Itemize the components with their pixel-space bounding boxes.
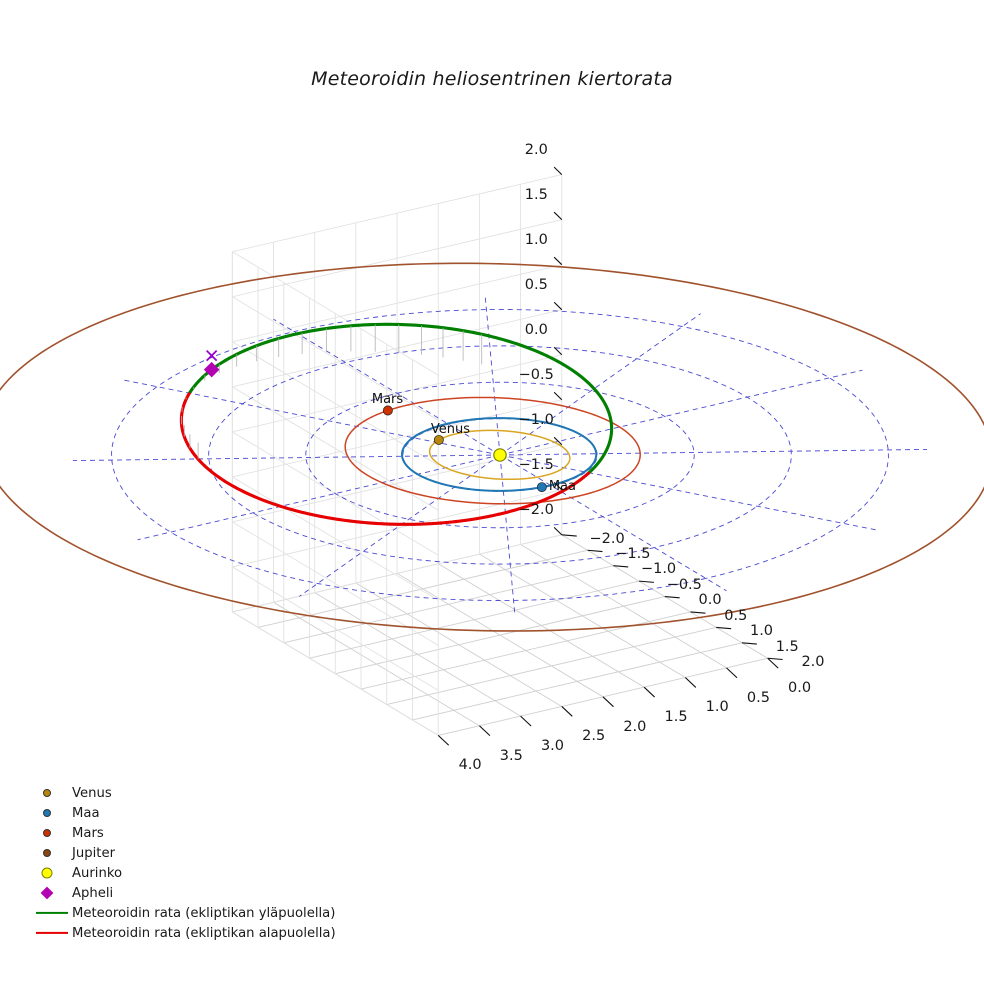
x-tick-6: 1.0 (749, 623, 774, 640)
aphelion-cross-marker (206, 349, 218, 362)
x-tick-2: −1.0 (640, 561, 677, 578)
legend-dot-swatch (43, 829, 51, 837)
x-tick-7: 1.5 (775, 638, 799, 655)
y-tick-3: 1.5 (664, 709, 688, 726)
circle-marker (34, 803, 72, 823)
z-tick-5: −0.5 (518, 366, 554, 383)
venus-annotation: Venus (430, 421, 470, 437)
legend-item-mars: Mars (34, 823, 364, 843)
z-tick-2: 1.0 (524, 231, 548, 248)
y-tick-6: 3.0 (540, 738, 564, 755)
meteoroid-below-ecliptic (579, 471, 591, 481)
legend-item-label: Meteoroidin rata (ekliptikan yläpuolella… (72, 905, 336, 921)
sun-marker (493, 448, 507, 462)
legend-item-apheli: Apheli (34, 883, 364, 903)
legend: Venus Maa Mars Jupiter Aurinko Apheli Meteoroi… (34, 783, 364, 943)
z-tick-8: −2.0 (518, 501, 554, 518)
line-marker (34, 923, 72, 943)
legend-dot-swatch (43, 809, 51, 817)
legend-item-meteoroidin: Meteoroidin rata (ekliptikan yläpuolella… (34, 903, 364, 923)
jupiter-orbit (0, 262, 984, 632)
meteoroid-above-ecliptic (188, 322, 614, 475)
legend-item-label: Maa (72, 805, 100, 821)
legend-dot-swatch (43, 849, 51, 857)
aphelion-marker (203, 361, 220, 378)
venus-marker (433, 434, 444, 445)
z-tick-0: 2.0 (524, 141, 548, 158)
legend-item-meteoroidin: Meteoroidin rata (ekliptikan alapuolella… (34, 923, 364, 943)
legend-item-label: Aurinko (72, 865, 123, 881)
x-tick-4: 0.0 (698, 592, 722, 609)
circle-marker (34, 823, 72, 843)
mars-annotation: Mars (371, 392, 404, 408)
planet-orbits (0, 262, 984, 632)
meteoroid-orbit (179, 322, 614, 526)
x-tick-3: −0.5 (666, 576, 702, 593)
z-tick-1: 1.5 (524, 186, 548, 203)
legend-item-label: Apheli (72, 885, 114, 901)
legend-line-swatch (36, 931, 68, 935)
page-title: Meteoroidin heliosentrinen kiertorata (311, 68, 673, 90)
legend-item-maa: Maa (34, 803, 364, 823)
circle-marker (34, 863, 72, 883)
legend-item-aurinko: Aurinko (34, 863, 364, 883)
earth-orbit (401, 417, 598, 492)
legend-diamond-swatch (40, 886, 54, 900)
x-tick-0: −2.0 (589, 530, 625, 547)
diamond-marker (34, 883, 72, 903)
y-tick-8: 4.0 (458, 757, 482, 774)
x-tick-5: 0.5 (724, 607, 748, 624)
circle-marker (34, 783, 72, 803)
legend-item-venus: Venus (34, 783, 364, 803)
meteoroid-below-ecliptic (179, 390, 583, 526)
mars-marker (382, 405, 393, 416)
legend-item-label: Venus (72, 785, 112, 801)
legend-item-label: Meteoroidin rata (ekliptikan alapuolella… (72, 925, 336, 941)
x-tick-8: 2.0 (801, 654, 825, 671)
legend-dot-swatch (41, 867, 53, 879)
legend-dot-swatch (43, 789, 51, 797)
x-tick-1: −1.5 (615, 546, 651, 563)
legend-item-label: Mars (72, 825, 104, 841)
y-tick-0: 0.0 (788, 680, 812, 697)
legend-line-swatch (36, 911, 68, 915)
z-tick-3: 0.5 (524, 276, 548, 293)
legend-item-label: Jupiter (72, 845, 115, 861)
legend-item-jupiter: Jupiter (34, 843, 364, 863)
y-tick-4: 2.0 (623, 718, 647, 735)
line-marker (34, 903, 72, 923)
y-tick-1: 0.5 (746, 689, 770, 706)
z-tick-4: 0.0 (524, 321, 548, 338)
earth-annotation: Maa (548, 479, 576, 495)
y-tick-5: 2.5 (582, 728, 606, 745)
z-tick-7: −1.5 (518, 456, 554, 473)
venus-orbit (428, 429, 571, 481)
y-tick-2: 1.0 (705, 699, 729, 716)
z-tick-6: −1.0 (518, 411, 554, 428)
circle-marker (34, 843, 72, 863)
mars-orbit (344, 396, 641, 505)
body-markers (203, 361, 547, 493)
aphelion-stems (181, 324, 483, 460)
earth-marker (536, 482, 547, 493)
y-tick-7: 3.5 (499, 747, 523, 764)
